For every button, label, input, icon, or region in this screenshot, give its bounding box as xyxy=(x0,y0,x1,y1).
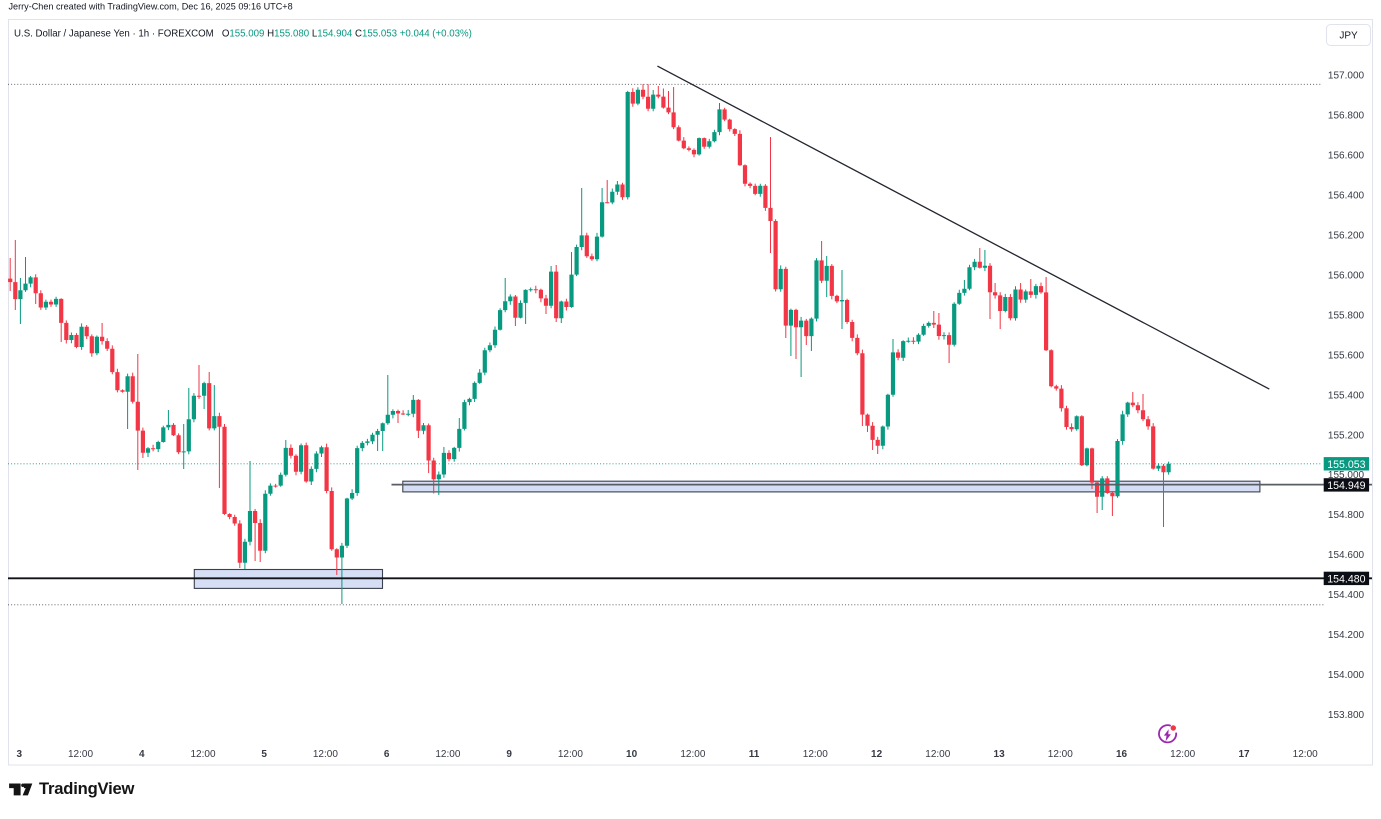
svg-text:12:00: 12:00 xyxy=(1293,749,1318,760)
svg-text:12: 12 xyxy=(871,749,883,760)
svg-text:155.600: 155.600 xyxy=(1328,350,1365,361)
svg-text:154.200: 154.200 xyxy=(1328,630,1365,641)
svg-text:157.000: 157.000 xyxy=(1328,71,1365,82)
svg-text:154.400: 154.400 xyxy=(1328,590,1365,601)
svg-text:Jerry-Chen created with Tradin: Jerry-Chen created with TradingView.com,… xyxy=(9,2,293,12)
svg-text:154.800: 154.800 xyxy=(1328,510,1365,521)
svg-text:U.S. Dollar / Japanese Yen · 1: U.S. Dollar / Japanese Yen · 1h · FOREXC… xyxy=(14,29,472,40)
svg-text:156.600: 156.600 xyxy=(1328,151,1365,162)
svg-text:155.000: 155.000 xyxy=(1328,470,1365,481)
svg-text:153.800: 153.800 xyxy=(1328,710,1365,721)
svg-text:156.000: 156.000 xyxy=(1328,271,1365,282)
svg-text:16: 16 xyxy=(1116,749,1128,760)
svg-text:155.200: 155.200 xyxy=(1328,430,1365,441)
svg-text:12:00: 12:00 xyxy=(925,749,950,760)
svg-text:12:00: 12:00 xyxy=(803,749,828,760)
svg-text:12:00: 12:00 xyxy=(190,749,215,760)
svg-text:12:00: 12:00 xyxy=(435,749,460,760)
svg-text:4: 4 xyxy=(139,749,145,760)
svg-text:11: 11 xyxy=(749,749,760,760)
svg-text:13: 13 xyxy=(994,749,1006,760)
svg-text:154.480: 154.480 xyxy=(1327,573,1365,585)
svg-text:12:00: 12:00 xyxy=(558,749,583,760)
svg-text:154.949: 154.949 xyxy=(1327,480,1365,492)
svg-text:156.200: 156.200 xyxy=(1328,231,1365,242)
svg-text:17: 17 xyxy=(1238,749,1250,760)
svg-text:12:00: 12:00 xyxy=(313,749,338,760)
svg-text:12:00: 12:00 xyxy=(1170,749,1195,760)
svg-text:155.053: 155.053 xyxy=(1327,459,1365,471)
svg-text:156.800: 156.800 xyxy=(1328,111,1365,122)
svg-text:10: 10 xyxy=(626,749,638,760)
svg-text:9: 9 xyxy=(506,749,512,760)
svg-text:155.800: 155.800 xyxy=(1328,310,1365,321)
svg-text:12:00: 12:00 xyxy=(680,749,705,760)
svg-text:5: 5 xyxy=(261,749,267,760)
svg-text:12:00: 12:00 xyxy=(68,749,93,760)
svg-text:156.400: 156.400 xyxy=(1328,191,1365,202)
svg-text:3: 3 xyxy=(17,749,23,760)
svg-text:JPY: JPY xyxy=(1339,31,1358,42)
svg-text:TradingView: TradingView xyxy=(39,779,135,798)
svg-text:154.000: 154.000 xyxy=(1328,670,1365,681)
svg-text:6: 6 xyxy=(384,749,390,760)
svg-text:154.600: 154.600 xyxy=(1328,550,1365,561)
svg-text:155.400: 155.400 xyxy=(1328,390,1365,401)
svg-text:12:00: 12:00 xyxy=(1048,749,1073,760)
